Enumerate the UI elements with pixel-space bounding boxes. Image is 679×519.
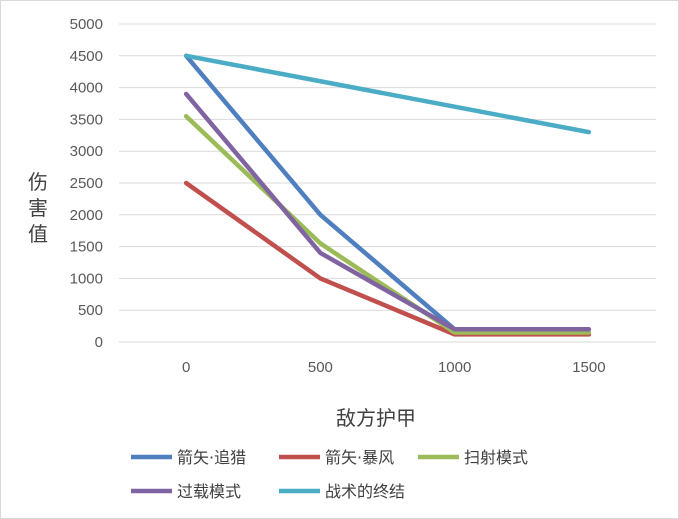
y-tick-label: 4000: [70, 80, 103, 97]
legend-item: 箭矢·暴风: [279, 448, 394, 467]
x-tick-label: 1500: [572, 359, 605, 376]
y-tick-label: 500: [78, 302, 103, 319]
legend-item: 过载模式: [131, 482, 241, 501]
y-tick-label: 1000: [70, 270, 103, 287]
y-axis-title-char: 害: [28, 196, 48, 220]
x-tick-label: 500: [308, 359, 333, 376]
y-tick-label: 3500: [70, 111, 103, 128]
series-line-2: [183, 180, 592, 337]
legend-item: 扫射模式: [418, 448, 528, 467]
y-axis-ticks: 0 500 1000 1500 2000 2500 3000 3500 4000 4500 5000: [70, 16, 103, 351]
series-line-5: [183, 53, 592, 135]
y-tick-label: 2000: [70, 207, 103, 224]
x-axis-ticks: 0 500 1000 1500: [182, 359, 606, 376]
y-tick-label: 1500: [70, 239, 103, 256]
series-line-3: [183, 113, 592, 335]
legend-label: 箭矢·暴风: [325, 448, 394, 467]
x-tick-label: 1000: [438, 359, 471, 376]
y-tick-label: 5000: [70, 16, 103, 33]
y-tick-label: 0: [95, 334, 103, 351]
series-line-4: [183, 91, 592, 332]
legend-label: 箭矢·追猎: [177, 448, 246, 467]
legend-label: 战术的终结: [325, 482, 405, 501]
gridlines: [119, 23, 656, 343]
y-tick-label: 4500: [70, 48, 103, 65]
x-tick-label: 0: [182, 359, 190, 376]
y-axis-title-char: 伤: [28, 170, 48, 194]
legend-item: 箭矢·追猎: [131, 448, 246, 467]
legend-label: 扫射模式: [464, 448, 528, 467]
legend-label: 过载模式: [177, 482, 241, 501]
series-lines: [183, 53, 592, 337]
y-axis-title-char: 值: [28, 222, 48, 246]
y-tick-label: 2500: [70, 175, 103, 192]
y-axis-title: 伤害值: [28, 170, 48, 246]
y-tick-label: 3000: [70, 143, 103, 160]
legend-item: 战术的终结: [279, 482, 405, 501]
x-axis-title: 敌方护甲: [336, 406, 416, 430]
